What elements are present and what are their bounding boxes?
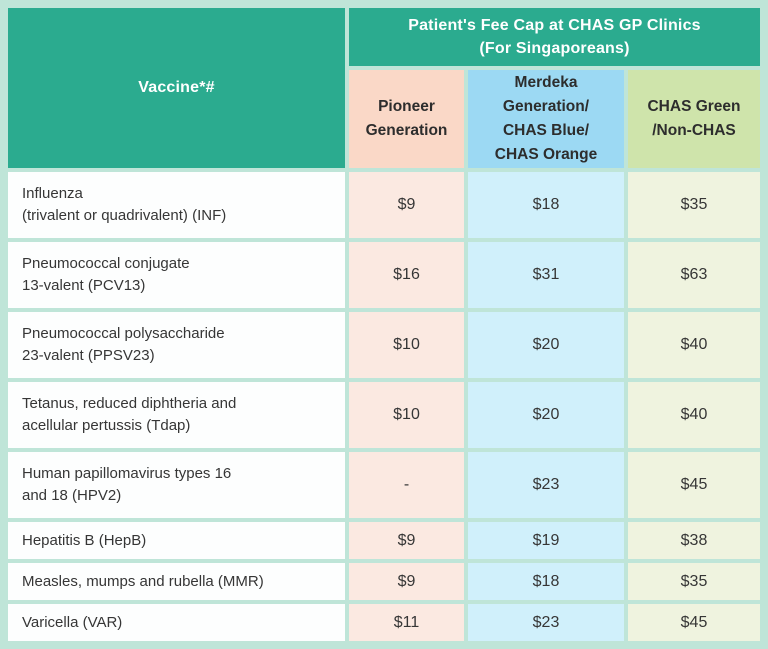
merdeka-fee-cell: $23: [468, 452, 624, 518]
table-row: Hepatitis B (HepB) $9 $19 $38: [8, 522, 760, 559]
chas-green-fee-cell: $45: [628, 604, 760, 641]
vaccine-name-cell: Influenza (trivalent or quadrivalent) (I…: [8, 172, 345, 238]
pioneer-fee-cell: $11: [349, 604, 464, 641]
pioneer-fee-cell: $10: [349, 312, 464, 378]
chas-green-header: CHAS Green /Non-CHAS: [628, 70, 760, 168]
vaccine-name-cell: Hepatitis B (HepB): [8, 522, 345, 559]
fee-cap-title-header: Patient's Fee Cap at CHAS GP Clinics (Fo…: [349, 8, 760, 66]
chas-green-fee-cell: $45: [628, 452, 760, 518]
vaccine-name-cell: Tetanus, reduced diphtheria and acellula…: [8, 382, 345, 448]
pioneer-fee-cell: $9: [349, 522, 464, 559]
vaccine-name-cell: Varicella (VAR): [8, 604, 345, 641]
table-row: Pneumococcal polysaccharide 23-valent (P…: [8, 312, 760, 378]
vaccine-name-cell: Measles, mumps and rubella (MMR): [8, 563, 345, 600]
vaccine-column-header: Vaccine*#: [8, 8, 345, 168]
table-row: Varicella (VAR) $11 $23 $45: [8, 604, 760, 641]
vaccine-name-cell: Human papillomavirus types 16 and 18 (HP…: [8, 452, 345, 518]
vaccine-name-cell: Pneumococcal polysaccharide 23-valent (P…: [8, 312, 345, 378]
table-row: Human papillomavirus types 16 and 18 (HP…: [8, 452, 760, 518]
chas-green-fee-cell: $38: [628, 522, 760, 559]
pioneer-fee-cell: $9: [349, 563, 464, 600]
merdeka-fee-cell: $18: [468, 563, 624, 600]
merdeka-fee-cell: $19: [468, 522, 624, 559]
chas-green-fee-cell: $40: [628, 312, 760, 378]
fee-cap-table: Vaccine*# Patient's Fee Cap at CHAS GP C…: [4, 4, 764, 645]
pioneer-fee-cell: $16: [349, 242, 464, 308]
table-row: Pneumococcal conjugate 13-valent (PCV13)…: [8, 242, 760, 308]
table-row: Influenza (trivalent or quadrivalent) (I…: [8, 172, 760, 238]
chas-green-fee-cell: $35: [628, 563, 760, 600]
pioneer-fee-cell: -: [349, 452, 464, 518]
merdeka-fee-cell: $18: [468, 172, 624, 238]
merdeka-fee-cell: $20: [468, 312, 624, 378]
pioneer-fee-cell: $10: [349, 382, 464, 448]
merdeka-generation-header: Merdeka Generation/ CHAS Blue/ CHAS Oran…: [468, 70, 624, 168]
table-row: Measles, mumps and rubella (MMR) $9 $18 $35: [8, 563, 760, 600]
merdeka-fee-cell: $31: [468, 242, 624, 308]
chas-green-fee-cell: $35: [628, 172, 760, 238]
subheader-row: Pioneer Generation Merdeka Generation/ C…: [8, 70, 760, 168]
title-header-row: Vaccine*# Patient's Fee Cap at CHAS GP C…: [8, 8, 760, 168]
merdeka-fee-cell: $23: [468, 604, 624, 641]
chas-green-fee-cell: $63: [628, 242, 760, 308]
merdeka-fee-cell: $20: [468, 382, 624, 448]
pioneer-fee-cell: $9: [349, 172, 464, 238]
vaccine-name-cell: Pneumococcal conjugate 13-valent (PCV13): [8, 242, 345, 308]
chas-green-fee-cell: $40: [628, 382, 760, 448]
pioneer-generation-header: Pioneer Generation: [349, 70, 464, 168]
table-row: Tetanus, reduced diphtheria and acellula…: [8, 382, 760, 448]
